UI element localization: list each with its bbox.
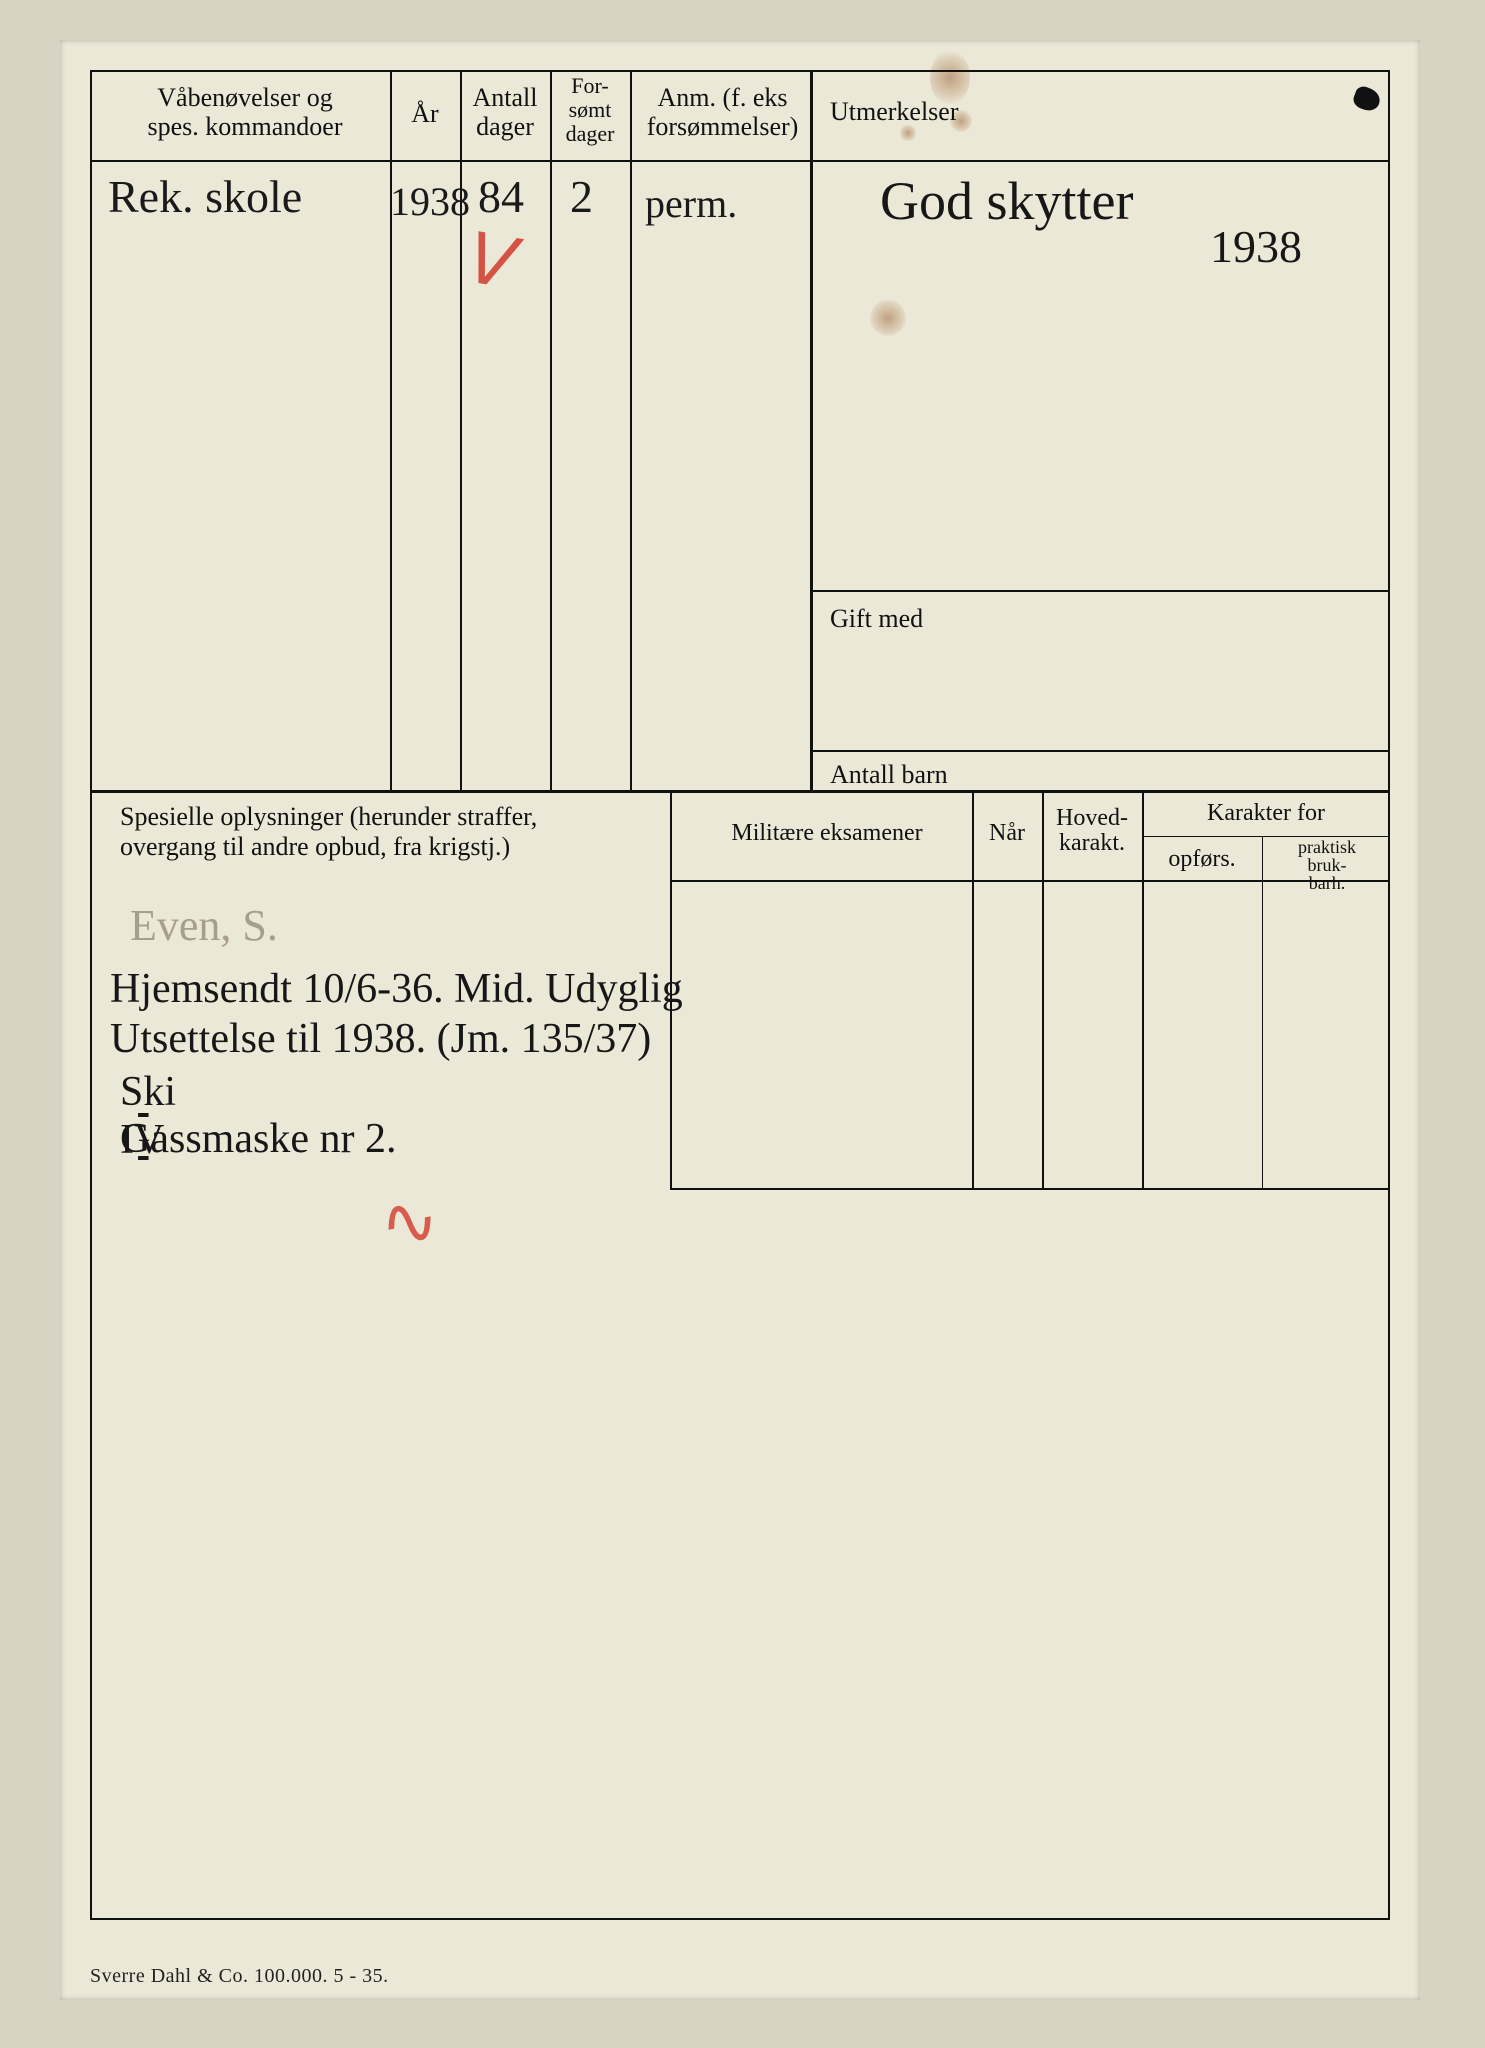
label: dager (566, 121, 615, 146)
entry-year: 1938 (390, 178, 470, 238)
label: Anm. (f. eks (658, 83, 788, 112)
header-remarks: Anm. (f. eks forsømmelser) (635, 84, 810, 141)
handwritten-note: Gassmaske nr 2. (120, 1115, 396, 1163)
entry-exercise: Rek. skole (108, 170, 302, 230)
column-divider (972, 790, 974, 1190)
label-gift-med: Gift med (830, 604, 923, 634)
label: forsømmelser) (647, 112, 799, 141)
exam-header-main-grade: Hoved- karakt. (1042, 806, 1142, 856)
column-divider (630, 70, 632, 790)
header-rule (90, 160, 810, 162)
header-days: Antall dager (460, 84, 550, 141)
column-divider (550, 70, 552, 790)
label: overgang til andre opbud, fra krigstj.) (120, 832, 510, 861)
exam-header-when: Når (972, 820, 1042, 847)
exam-table: Militære eksamener Når Hoved- karakt. Ka… (670, 790, 1390, 1190)
handwritten-note: Utsettelse til 1938. (Jm. 135/37) (110, 1015, 651, 1063)
header-exercises: Våbenøvelser og spes. kommandoer (110, 84, 380, 141)
label-antall-barn: Antall barn (830, 760, 948, 790)
exam-header-group: Karakter for (1142, 800, 1390, 827)
column-divider (1262, 836, 1263, 1190)
label: For- (571, 73, 608, 98)
section-divider (810, 590, 1390, 592)
label: Antall (473, 83, 538, 112)
label: bruk- (1308, 855, 1347, 875)
label: spes. kommandoer (148, 112, 343, 141)
label-special-info: Spesielle oplysninger (herunder straffer… (120, 802, 660, 862)
paper-sheet: Våbenøvelser og spes. kommandoer År Anta… (60, 40, 1420, 2000)
label: Spesielle oplysninger (herunder straffer… (120, 802, 537, 831)
section-divider (810, 750, 1390, 752)
label: dager (476, 112, 534, 141)
header-year: År (390, 100, 460, 129)
column-divider (810, 70, 813, 790)
distinction-year: 1938 (1210, 220, 1302, 273)
handwritten-note: Hjemsendt 10/6-36. Mid. Udyglig (110, 965, 683, 1013)
label: praktisk (1298, 837, 1356, 857)
label: Våbenøvelser og (157, 83, 332, 112)
form-card: Våbenøvelser og spes. kommandoer År Anta… (90, 70, 1390, 1920)
header-absent: For- sømt dager (550, 74, 630, 147)
header-rule (810, 160, 1390, 162)
label: barh. (1309, 873, 1345, 893)
entry-absent: 2 (570, 170, 593, 230)
exam-header-practical: praktisk bruk- barh. (1264, 838, 1390, 892)
label: karakt. (1059, 830, 1125, 856)
pencil-note: Even, S. (130, 900, 278, 951)
header-distinctions: Utmerkelser (830, 98, 1130, 127)
label: Hoved- (1056, 805, 1128, 831)
printer-imprint: Sverre Dahl & Co. 100.000. 5 - 35. (90, 1965, 389, 1988)
distinction-text: God skytter (880, 170, 1133, 232)
entry-remark: perm. (645, 180, 737, 240)
exam-header-conduct: opførs. (1142, 846, 1262, 873)
exam-header-name: Militære eksamener (682, 820, 972, 847)
label: sømt (569, 97, 612, 122)
